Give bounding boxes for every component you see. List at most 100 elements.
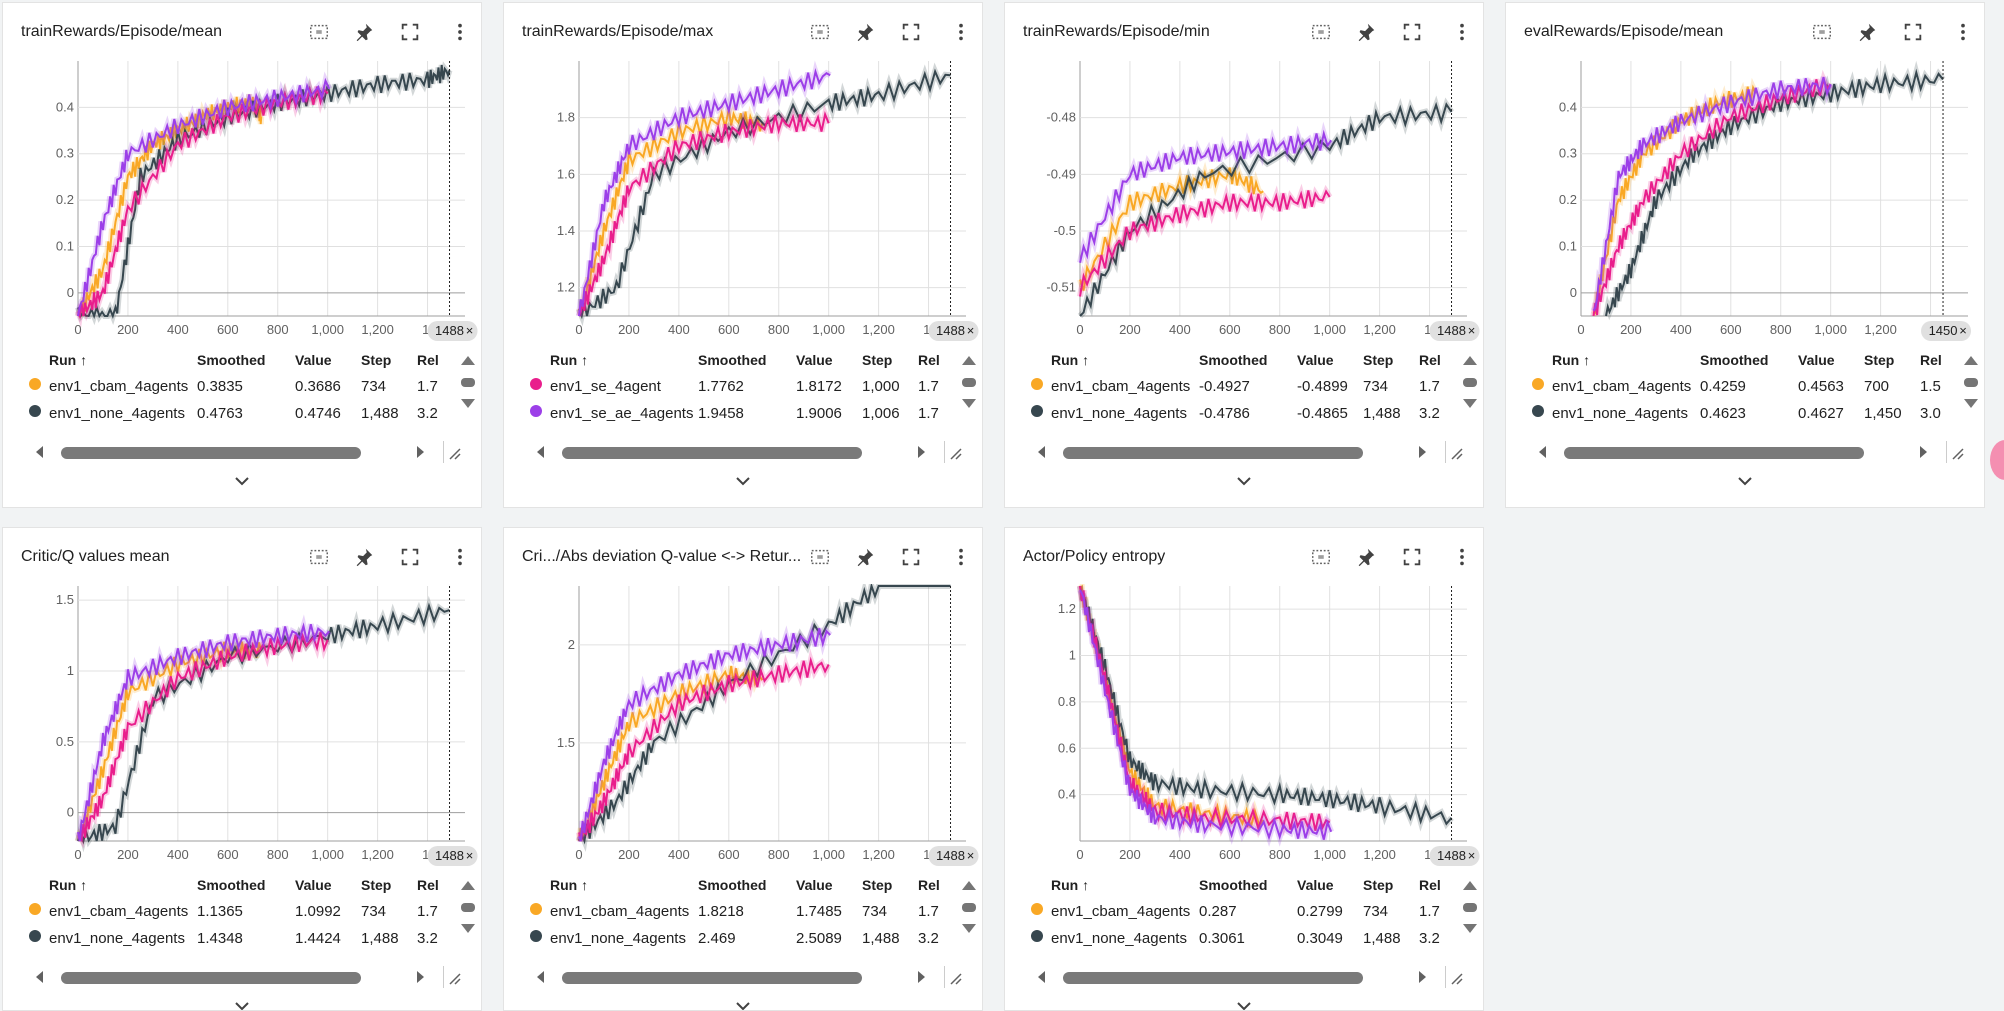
relative-column-header[interactable]: Rel [417,352,439,368]
scroll-right-icon[interactable] [1916,445,1930,459]
more-vert-icon[interactable] [1952,21,1974,43]
table-scroll-down-icon[interactable] [1461,922,1479,936]
table-row[interactable]: env1_cbam_4agents 0.4259 0.4563 700 1.5 [1528,374,1968,400]
step-marker-close-icon[interactable]: × [967,323,975,338]
table-row[interactable]: env1_cbam_4agents -0.4927 -0.4899 734 1.7 [1027,374,1467,400]
resize-handle-icon[interactable] [443,441,464,463]
step-marker-close-icon[interactable]: × [1959,323,1967,338]
chart-svg[interactable]: 0.40.30.20.1002004006008001,0001,2001,14… [1506,59,1985,349]
fit-domain-icon[interactable] [1310,21,1332,43]
expand-chevron-icon[interactable] [1734,473,1756,489]
table-row[interactable]: env1_cbam_4agents 1.1365 1.0992 734 1.7 [25,899,465,925]
step-column-header[interactable]: Step [361,352,392,368]
smoothed-column-header[interactable]: Smoothed [698,352,767,368]
resize-handle-icon[interactable] [443,966,464,988]
resize-handle-icon[interactable] [944,966,965,988]
smoothed-column-header[interactable]: Smoothed [1700,352,1769,368]
table-horizontal-scrollbar[interactable] [1023,441,1467,463]
fit-domain-icon[interactable] [1811,21,1833,43]
scroll-left-icon[interactable] [1536,445,1550,459]
table-scroll-mid-icon[interactable] [960,375,978,389]
run-column-header[interactable]: Run ↑ [550,352,589,368]
expand-chevron-icon[interactable] [1233,473,1255,489]
pin-icon[interactable] [353,21,375,43]
scroll-left-icon[interactable] [33,445,47,459]
table-scroll-up-icon[interactable] [1461,353,1479,367]
value-column-header[interactable]: Value [295,877,332,893]
table-row[interactable]: env1_none_4agents 0.4623 0.4627 1,450 3.0 [1528,401,1968,427]
step-column-header[interactable]: Step [361,877,392,893]
fullscreen-icon[interactable] [900,21,922,43]
table-scroll-up-icon[interactable] [1461,878,1479,892]
line-chart[interactable]: 1.2 1 0.8 0.6 0.4 0 200 400 600 800 1,000 1,200 1, 14… [1005,584,1484,874]
relative-column-header[interactable]: Rel [1920,352,1942,368]
table-scroll-up-icon[interactable] [1962,353,1980,367]
pin-icon[interactable] [353,546,375,568]
scroll-right-icon[interactable] [1415,445,1429,459]
table-scroll-mid-icon[interactable] [1461,375,1479,389]
value-column-header[interactable]: Value [796,877,833,893]
scroll-right-icon[interactable] [1415,970,1429,984]
table-row[interactable]: env1_se_4agent 1.7762 1.8172 1,000 1.7 [526,374,966,400]
line-chart[interactable]: 0.4 0.3 0.2 0.1 0 0 200 400 600 800 1,000 1,200 1,14… [3,59,482,349]
scroll-right-icon[interactable] [413,970,427,984]
more-vert-icon[interactable] [1451,546,1473,568]
scroll-left-icon[interactable] [534,445,548,459]
line-chart[interactable]: -0.48 -0.49 -0.5 -0.51 0 200 400 600 800 1,000 1,2… [1005,59,1483,349]
table-scroll-mid-icon[interactable] [960,900,978,914]
step-marker-close-icon[interactable]: × [1468,323,1476,338]
value-column-header[interactable]: Value [1297,877,1334,893]
table-scroll-mid-icon[interactable] [459,900,477,914]
table-scroll-down-icon[interactable] [459,397,477,411]
run-column-header[interactable]: Run ↑ [49,877,88,893]
more-vert-icon[interactable] [950,21,972,43]
chart-svg[interactable]: 1.2 1 0.8 0.6 0.4 0 200 400 600 800 1,000 1,200 1, 14… [1005,584,1484,874]
scroll-left-icon[interactable] [1035,970,1049,984]
smoothed-column-header[interactable]: Smoothed [197,352,266,368]
line-chart[interactable]: 2 1.5 0 200 400 600 800 1,000 1,200 1, 1488 × [504,584,983,874]
floating-action-button[interactable] [1990,440,2004,480]
line-chart[interactable]: 1.8 1.6 1.4 1.2 0 200 400 600 800 1,000 1,200 1, 148… [504,59,983,349]
relative-column-header[interactable]: Rel [918,352,940,368]
resize-handle-icon[interactable] [1946,441,1967,463]
table-horizontal-scrollbar[interactable] [1023,966,1467,988]
step-marker-close-icon[interactable]: × [466,848,474,863]
table-horizontal-scrollbar[interactable] [522,441,966,463]
pin-icon[interactable] [1355,21,1377,43]
fit-domain-icon[interactable] [809,21,831,43]
step-column-header[interactable]: Step [1363,877,1394,893]
table-scroll-down-icon[interactable] [1962,397,1980,411]
table-scroll-up-icon[interactable] [459,353,477,367]
run-column-header[interactable]: Run ↑ [1051,352,1090,368]
table-horizontal-scrollbar[interactable] [522,966,966,988]
more-vert-icon[interactable] [449,21,471,43]
table-row[interactable]: env1_none_4agents 0.4763 0.4746 1,488 3.2 [25,401,465,427]
table-scroll-mid-icon[interactable] [1962,375,1980,389]
expand-chevron-icon[interactable] [231,998,253,1010]
scrollbar-thumb[interactable] [562,972,862,984]
relative-column-header[interactable]: Rel [417,877,439,893]
scrollbar-thumb[interactable] [562,447,862,459]
table-row[interactable]: env1_se_ae_4agents 1.9458 1.9006 1,006 1.7 [526,401,966,427]
pin-icon[interactable] [854,546,876,568]
fullscreen-icon[interactable] [399,21,421,43]
run-column-header[interactable]: Run ↑ [550,877,589,893]
smoothed-column-header[interactable]: Smoothed [1199,877,1268,893]
step-marker-close-icon[interactable]: × [1468,848,1476,863]
relative-column-header[interactable]: Rel [1419,352,1441,368]
chart-svg[interactable]: 1.8 1.6 1.4 1.2 0 200 400 600 800 1,000 1,200 1, 148… [504,59,983,349]
expand-chevron-icon[interactable] [1233,998,1255,1010]
smoothed-column-header[interactable]: Smoothed [197,877,266,893]
fit-domain-icon[interactable] [809,546,831,568]
scrollbar-thumb[interactable] [61,972,361,984]
fullscreen-icon[interactable] [1401,21,1423,43]
expand-chevron-icon[interactable] [732,473,754,489]
table-scroll-mid-icon[interactable] [1461,900,1479,914]
step-column-header[interactable]: Step [1864,352,1895,368]
relative-column-header[interactable]: Rel [1419,877,1441,893]
table-scroll-up-icon[interactable] [459,878,477,892]
chart-svg[interactable]: 2 1.5 0 200 400 600 800 1,000 1,200 1, 1488 × [504,584,983,874]
step-column-header[interactable]: Step [862,877,893,893]
resize-handle-icon[interactable] [1445,441,1466,463]
